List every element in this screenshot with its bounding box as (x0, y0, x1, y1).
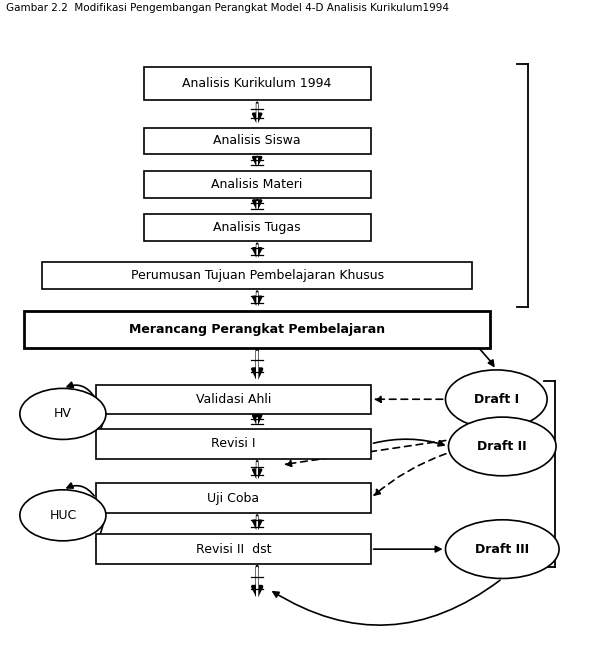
Text: Uji Coba: Uji Coba (207, 492, 259, 504)
Text: Merancang Perangkat Pembelajaran: Merancang Perangkat Pembelajaran (129, 323, 386, 336)
Ellipse shape (445, 520, 559, 578)
Text: Validasi Ahli: Validasi Ahli (196, 393, 271, 406)
Bar (96, 385, 371, 414)
Bar (96, 535, 371, 564)
Bar (143, 171, 371, 198)
Text: Revisi II  dst: Revisi II dst (196, 543, 271, 556)
Bar (143, 67, 371, 100)
Bar (143, 128, 371, 154)
Ellipse shape (20, 389, 106, 440)
Text: Analisis Siswa: Analisis Siswa (214, 134, 301, 147)
Text: Draft III: Draft III (475, 543, 529, 556)
Ellipse shape (448, 417, 556, 476)
Text: HV: HV (54, 407, 72, 420)
Text: Analisis Materi: Analisis Materi (212, 178, 303, 191)
Text: Draft I: Draft I (474, 393, 519, 406)
Bar (24, 311, 490, 348)
Text: Revisi I: Revisi I (211, 438, 256, 450)
Text: Gambar 2.2  Modifikasi Pengembangan Perangkat Model 4-D Analisis Kurikulum1994: Gambar 2.2 Modifikasi Pengembangan Peran… (6, 3, 449, 13)
Text: Draft II: Draft II (478, 440, 527, 453)
Ellipse shape (20, 490, 106, 541)
Bar (96, 429, 371, 459)
Ellipse shape (445, 370, 547, 428)
Text: Perumusan Tujuan Pembelajaran Khusus: Perumusan Tujuan Pembelajaran Khusus (131, 269, 384, 282)
Bar (143, 214, 371, 241)
Text: Analisis Tugas: Analisis Tugas (214, 221, 301, 234)
Bar (96, 483, 371, 513)
Bar (42, 262, 472, 289)
Text: HUC: HUC (49, 509, 76, 522)
Text: Analisis Kurikulum 1994: Analisis Kurikulum 1994 (182, 77, 332, 90)
